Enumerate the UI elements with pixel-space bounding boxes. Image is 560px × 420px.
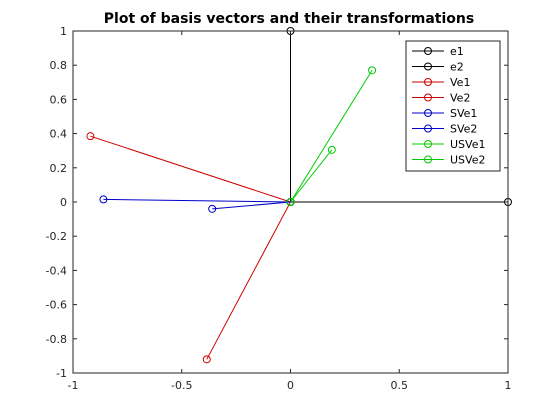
x-tick-label: 0.5	[391, 379, 409, 392]
legend-label: Ve1	[450, 76, 470, 89]
legend-marker	[424, 62, 432, 71]
x-tick-label: -0.5	[171, 379, 192, 392]
legend-item: e1	[412, 45, 464, 58]
y-tick-label: -0.8	[46, 333, 67, 346]
legend-marker	[424, 78, 432, 86]
series-USVe2	[286, 145, 336, 206]
legend-box	[405, 40, 501, 172]
y-tick-label: 1	[60, 25, 67, 38]
y-tick-label: -0.2	[46, 230, 67, 243]
series-line	[103, 198, 291, 203]
legend-label: SVe1	[450, 107, 477, 120]
series-layer	[86, 27, 512, 364]
series-line	[290, 70, 373, 203]
legend-item: SVe2	[412, 123, 477, 136]
x-tick-label: 1	[505, 379, 512, 392]
data-point	[286, 198, 295, 206]
y-tick-label: 0	[60, 196, 67, 209]
data-point	[202, 355, 211, 364]
legend-marker	[424, 140, 432, 148]
series-line	[212, 201, 291, 210]
x-tick-label: 0	[287, 379, 294, 392]
legend-marker	[424, 109, 432, 117]
legend-label: Ve2	[450, 92, 470, 105]
legend-item: USVe1	[412, 138, 485, 151]
data-point	[368, 66, 377, 75]
x-tick-label: -1	[68, 379, 79, 392]
legend-item: Ve2	[412, 92, 470, 105]
legend-label: e2	[450, 61, 464, 74]
legend-item: e2	[412, 61, 464, 74]
y-tick-label: -0.4	[46, 264, 67, 277]
legend-item: Ve1	[412, 76, 470, 89]
data-point	[327, 145, 336, 154]
data-point	[99, 195, 108, 204]
legend-label: e1	[450, 45, 464, 58]
legend-item: USVe2	[412, 154, 485, 167]
y-tick-label: 0.8	[50, 59, 68, 72]
data-point	[86, 132, 95, 141]
legend-label: USVe2	[450, 154, 485, 167]
chart-title: Plot of basis vectors and their transfor…	[104, 11, 474, 27]
legend: e1 e2 Ve1 Ve2 SVe1 SVe2 USVe1 USVe2	[405, 40, 501, 172]
legend-label: USVe1	[450, 138, 485, 151]
y-tick-label: 0.6	[50, 93, 68, 106]
series-line	[90, 135, 291, 203]
legend-marker	[424, 124, 432, 133]
data-point	[208, 204, 217, 213]
legend-item: SVe1	[412, 107, 477, 120]
legend-marker	[424, 155, 432, 164]
legend-marker	[424, 93, 432, 102]
y-tick-label: 0.4	[50, 128, 68, 141]
y-tick-label: -1	[56, 367, 67, 380]
legend-marker	[424, 47, 432, 55]
y-tick-label: 0.2	[50, 162, 68, 175]
legend-label: SVe2	[450, 123, 477, 136]
series-line	[206, 201, 291, 360]
axes-layer: -1 -0.5 0 0.5 1 -1 -0.8 -0.6 -0.4 -0.2 0 0.2 0.4 0.6 0…	[46, 25, 512, 392]
y-tick-label: -0.6	[46, 299, 67, 312]
series-line	[290, 149, 333, 203]
